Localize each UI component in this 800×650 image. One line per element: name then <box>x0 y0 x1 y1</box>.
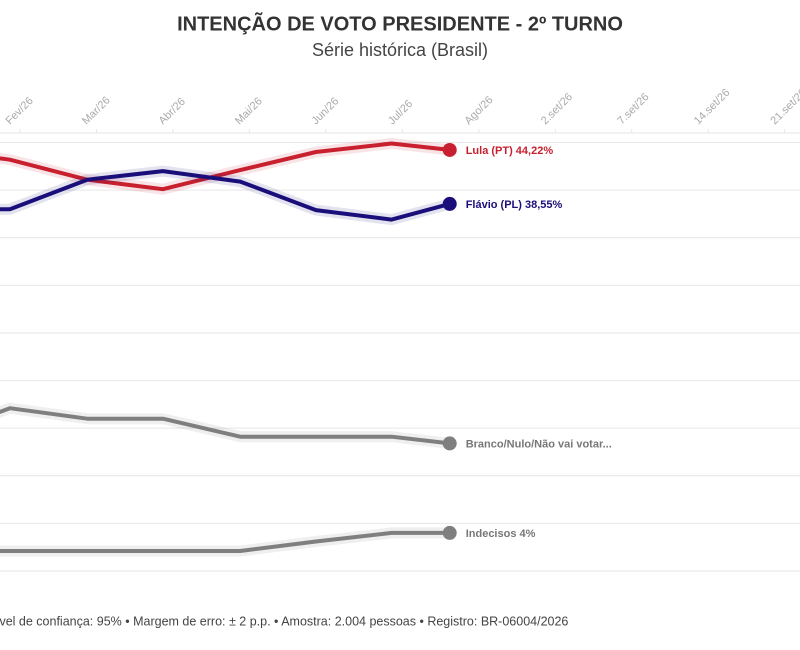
line <box>0 406 450 446</box>
line <box>0 530 450 553</box>
line <box>0 169 451 222</box>
end-dot <box>442 196 457 211</box>
series-label: Branco/Nulo/Não vai votar... <box>466 438 612 450</box>
chart-title: INTENÇÃO DE VOTO PRESIDENTE - 2º TURNO <box>177 12 623 35</box>
series-label: Indecisos 4% <box>466 528 536 540</box>
series-label: Lula (PT) 44,22% <box>466 145 554 157</box>
end-dot <box>442 436 457 451</box>
line <box>0 141 450 192</box>
end-dot <box>442 142 457 157</box>
chart-subtitle: Série histórica (Brasil) <box>312 40 488 60</box>
end-dot <box>442 525 457 540</box>
footnote: ível de confiança: 95% • Margem de erro:… <box>0 614 568 628</box>
series-label: Flávio (PL) 38,55% <box>466 199 563 211</box>
